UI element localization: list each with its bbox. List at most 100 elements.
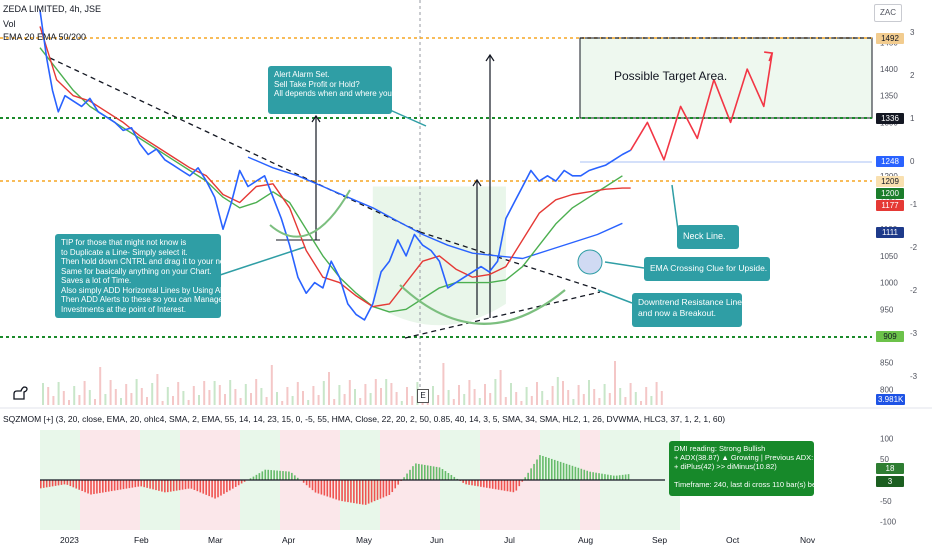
osc-bar xyxy=(347,480,349,502)
alert-callout[interactable]: Alert Alarm Set. Sell Take Profit or Hol… xyxy=(268,66,392,114)
osc-bar xyxy=(430,466,432,480)
osc-bar xyxy=(96,480,98,494)
osc-bar xyxy=(516,480,518,491)
osc-bar xyxy=(149,480,151,489)
osc-bar xyxy=(628,474,630,480)
osc-bar xyxy=(220,480,222,496)
neck-connector xyxy=(672,185,678,230)
osc-bar xyxy=(424,465,426,480)
tip-line: Then ADD Alerts to these so you can Mana… xyxy=(61,295,215,305)
volume-bar xyxy=(593,389,595,405)
osc-bar xyxy=(61,480,63,485)
tip-line: Investments at the point of Interest. xyxy=(61,305,215,315)
volume-bar xyxy=(614,361,616,405)
osc-bar xyxy=(427,465,429,480)
downtrend-line-text: Downtrend Resistance Line xyxy=(638,297,736,308)
osc-bar xyxy=(214,480,216,499)
osc-bar xyxy=(445,471,447,480)
osc-bar xyxy=(123,480,125,489)
volume-bar xyxy=(84,381,86,405)
right-scale-tick-label: 0 xyxy=(910,157,915,166)
osc-bar xyxy=(566,464,568,480)
osc-bar xyxy=(176,480,178,491)
price-tag: 1248 xyxy=(876,156,904,167)
osc-bar xyxy=(194,480,196,490)
volume-bar xyxy=(52,396,54,405)
osc-bar xyxy=(613,476,615,480)
osc-bar xyxy=(489,480,491,488)
osc-bar xyxy=(294,475,296,480)
osc-bar xyxy=(498,480,500,490)
osc-bar xyxy=(40,480,42,488)
downtrend-callout[interactable]: Downtrend Resistance Line and now a Brea… xyxy=(632,293,742,327)
volume-bar xyxy=(250,393,252,405)
volume-bar xyxy=(156,374,158,405)
volume-bar xyxy=(208,390,210,405)
volume-bar xyxy=(63,391,65,405)
osc-bar xyxy=(560,462,562,480)
osc-bar xyxy=(158,480,160,491)
osc-bar xyxy=(143,480,145,487)
osc-bar xyxy=(572,466,574,480)
volume-bar xyxy=(640,401,642,405)
volume-bar xyxy=(42,383,44,405)
osc-bar xyxy=(439,467,441,480)
osc-bar xyxy=(536,460,538,481)
volume-bar xyxy=(541,391,543,405)
osc-bar xyxy=(554,460,556,480)
osc-bar xyxy=(188,480,190,489)
volume-bar xyxy=(359,398,361,405)
osc-bar xyxy=(129,480,131,488)
osc-bar xyxy=(208,480,210,496)
osc-bar xyxy=(78,480,80,490)
osc-bar xyxy=(619,475,621,480)
right-scale-tick-label: -3 xyxy=(910,372,918,381)
volume-bar xyxy=(162,401,164,405)
currency-badge[interactable]: ZAC xyxy=(874,4,902,22)
osc-bar xyxy=(321,480,323,495)
volume-bar xyxy=(578,385,580,405)
tip-line: to Duplicate a Line- Simply select it. xyxy=(61,248,215,258)
price-tag: 3.981K xyxy=(876,394,905,405)
osc-bar xyxy=(377,480,379,500)
tradingview-logo-icon xyxy=(12,386,30,400)
volume-bar xyxy=(130,393,132,405)
osc-bar xyxy=(513,480,515,492)
osc-bar xyxy=(285,471,287,480)
tip-callout[interactable]: TIP for those that might not know is to … xyxy=(55,234,221,318)
osc-bar xyxy=(604,474,606,480)
target-area-label: Possible Target Area. xyxy=(614,69,727,83)
volume-bar xyxy=(661,391,663,405)
indicator-title: SQZMOM [+] (3, 20, close, EMA, 20, ohlc4… xyxy=(3,414,725,424)
osc-bar xyxy=(256,475,258,480)
osc-bar xyxy=(533,464,535,480)
osc-bar xyxy=(391,480,393,492)
volume-bar xyxy=(266,397,268,405)
ema-cross-callout[interactable]: EMA Crossing Clue for Upside. xyxy=(644,257,770,281)
tip-line: Then hold down CNTRL and drag it to your… xyxy=(61,257,215,267)
osc-bar xyxy=(353,480,355,503)
osc-bar xyxy=(273,470,275,480)
volume-bar xyxy=(281,401,283,405)
osc-bar xyxy=(161,480,163,492)
osc-bar xyxy=(270,470,272,480)
osc-bar xyxy=(386,480,388,496)
earnings-marker[interactable]: E xyxy=(417,389,429,403)
osc-bar xyxy=(415,463,417,480)
volume-bar xyxy=(354,389,356,405)
osc-bar xyxy=(75,480,77,489)
osc-bar xyxy=(495,480,497,489)
osc-bar xyxy=(55,480,57,486)
osc-bar xyxy=(282,471,284,480)
volume-bar xyxy=(489,393,491,405)
osc-bar xyxy=(607,475,609,480)
osc-bar xyxy=(365,480,367,505)
osc-bar xyxy=(279,471,281,480)
osc-bar xyxy=(468,480,470,485)
downtrend-line-text: and now a Breakout. xyxy=(638,308,736,319)
neck-line-callout[interactable]: Neck Line. xyxy=(677,225,739,249)
price-tick-label: 1350 xyxy=(880,92,898,101)
volume-bar xyxy=(47,387,49,405)
tip-line: TIP for those that might not know is xyxy=(61,238,215,248)
